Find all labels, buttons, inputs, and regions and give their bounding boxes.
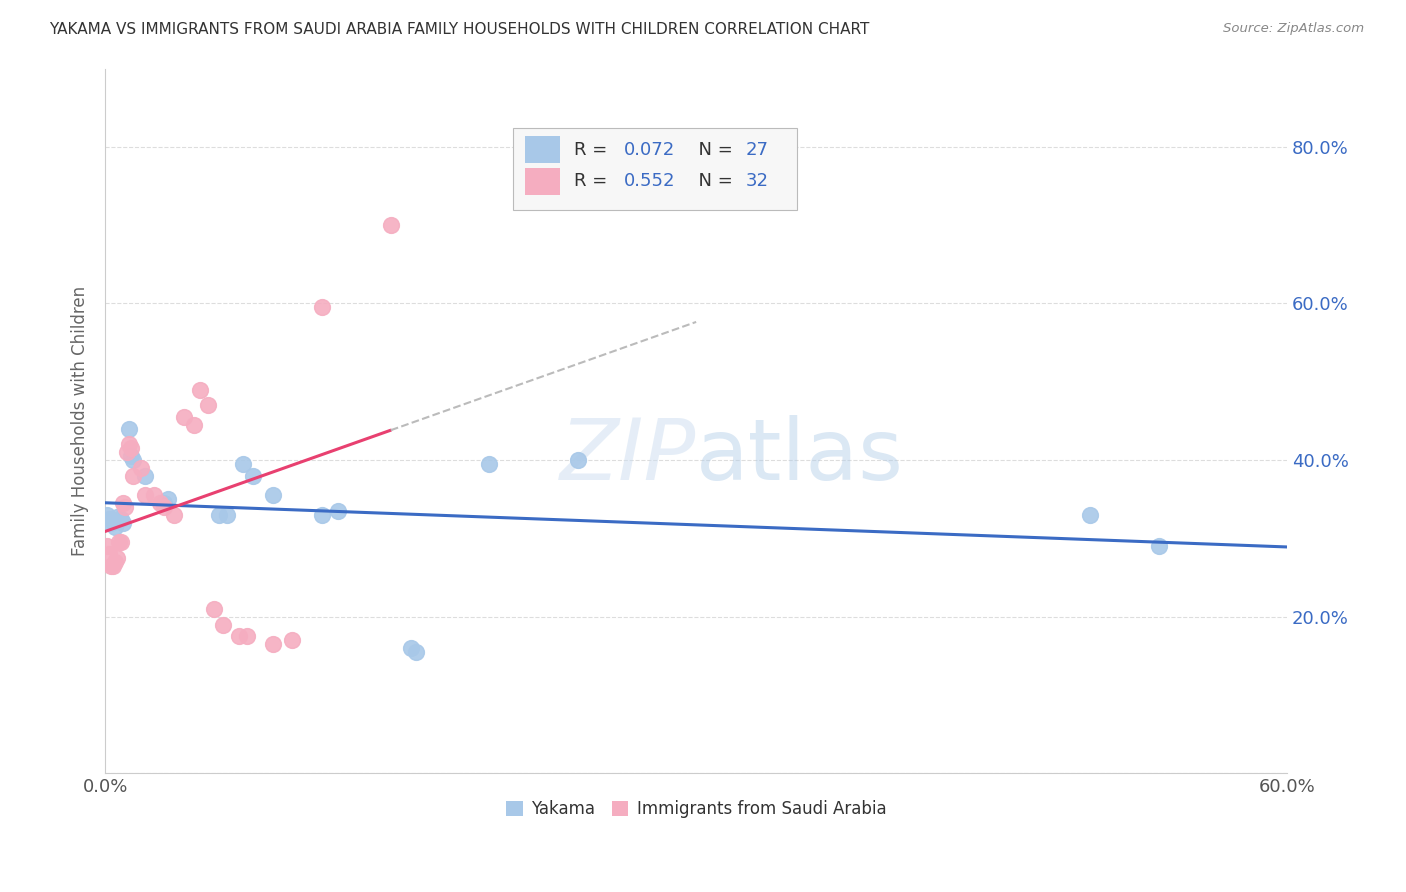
Point xyxy=(105,509,128,524)
Point xyxy=(208,508,231,522)
Bar xyxy=(524,168,560,194)
Point xyxy=(1078,508,1101,522)
Text: 0.072: 0.072 xyxy=(624,141,675,159)
Point xyxy=(405,645,427,659)
Point xyxy=(567,453,589,467)
Text: N =: N = xyxy=(686,172,738,190)
Text: R =: R = xyxy=(575,141,613,159)
Point xyxy=(157,492,180,507)
Point xyxy=(96,539,118,553)
Point xyxy=(96,508,118,522)
Point xyxy=(108,535,131,549)
Point xyxy=(114,500,136,515)
Point xyxy=(104,555,127,569)
Point xyxy=(212,617,235,632)
Text: R =: R = xyxy=(575,172,613,190)
Point xyxy=(134,468,156,483)
Point xyxy=(281,633,304,648)
Point xyxy=(121,453,143,467)
Point xyxy=(121,468,143,483)
Point xyxy=(108,512,131,526)
Text: atlas: atlas xyxy=(696,415,904,498)
Point xyxy=(399,641,422,656)
Point xyxy=(98,547,121,561)
Bar xyxy=(524,136,560,163)
Point xyxy=(118,437,141,451)
Text: ZIP: ZIP xyxy=(560,415,696,498)
Point xyxy=(163,508,186,522)
Point xyxy=(326,504,349,518)
Point xyxy=(262,637,284,651)
Point xyxy=(110,512,132,526)
Point xyxy=(115,445,138,459)
Point xyxy=(228,629,250,643)
Text: 32: 32 xyxy=(745,172,769,190)
Text: 27: 27 xyxy=(745,141,769,159)
Point xyxy=(217,508,239,522)
Point xyxy=(101,558,124,573)
Point xyxy=(111,496,134,510)
Point xyxy=(478,457,501,471)
Text: Source: ZipAtlas.com: Source: ZipAtlas.com xyxy=(1223,22,1364,36)
Point xyxy=(242,468,264,483)
Text: N =: N = xyxy=(686,141,738,159)
Point xyxy=(110,535,132,549)
FancyBboxPatch shape xyxy=(513,128,797,210)
Point xyxy=(232,457,254,471)
Text: YAKAMA VS IMMIGRANTS FROM SAUDI ARABIA FAMILY HOUSEHOLDS WITH CHILDREN CORRELATI: YAKAMA VS IMMIGRANTS FROM SAUDI ARABIA F… xyxy=(49,22,869,37)
Y-axis label: Family Households with Children: Family Households with Children xyxy=(72,286,89,556)
Point xyxy=(173,410,195,425)
Point xyxy=(153,500,176,515)
Point xyxy=(188,383,211,397)
Point xyxy=(111,516,134,530)
Point xyxy=(104,519,127,533)
Point xyxy=(1147,539,1170,553)
Point xyxy=(100,516,122,530)
Point xyxy=(129,461,152,475)
Point xyxy=(380,218,402,232)
Point xyxy=(311,301,333,315)
Point xyxy=(120,442,142,456)
Point xyxy=(153,496,176,510)
Point xyxy=(100,558,122,573)
Point xyxy=(311,508,333,522)
Point xyxy=(118,422,141,436)
Point xyxy=(134,488,156,502)
Point xyxy=(120,449,142,463)
Legend: Yakama, Immigrants from Saudi Arabia: Yakama, Immigrants from Saudi Arabia xyxy=(499,794,893,825)
Text: 0.552: 0.552 xyxy=(624,172,675,190)
Point xyxy=(262,488,284,502)
Point xyxy=(183,417,205,432)
Point xyxy=(236,629,259,643)
Point xyxy=(143,488,166,502)
Point xyxy=(149,496,172,510)
Point xyxy=(202,602,225,616)
Point xyxy=(98,512,121,526)
Point xyxy=(105,551,128,566)
Point xyxy=(197,398,219,412)
